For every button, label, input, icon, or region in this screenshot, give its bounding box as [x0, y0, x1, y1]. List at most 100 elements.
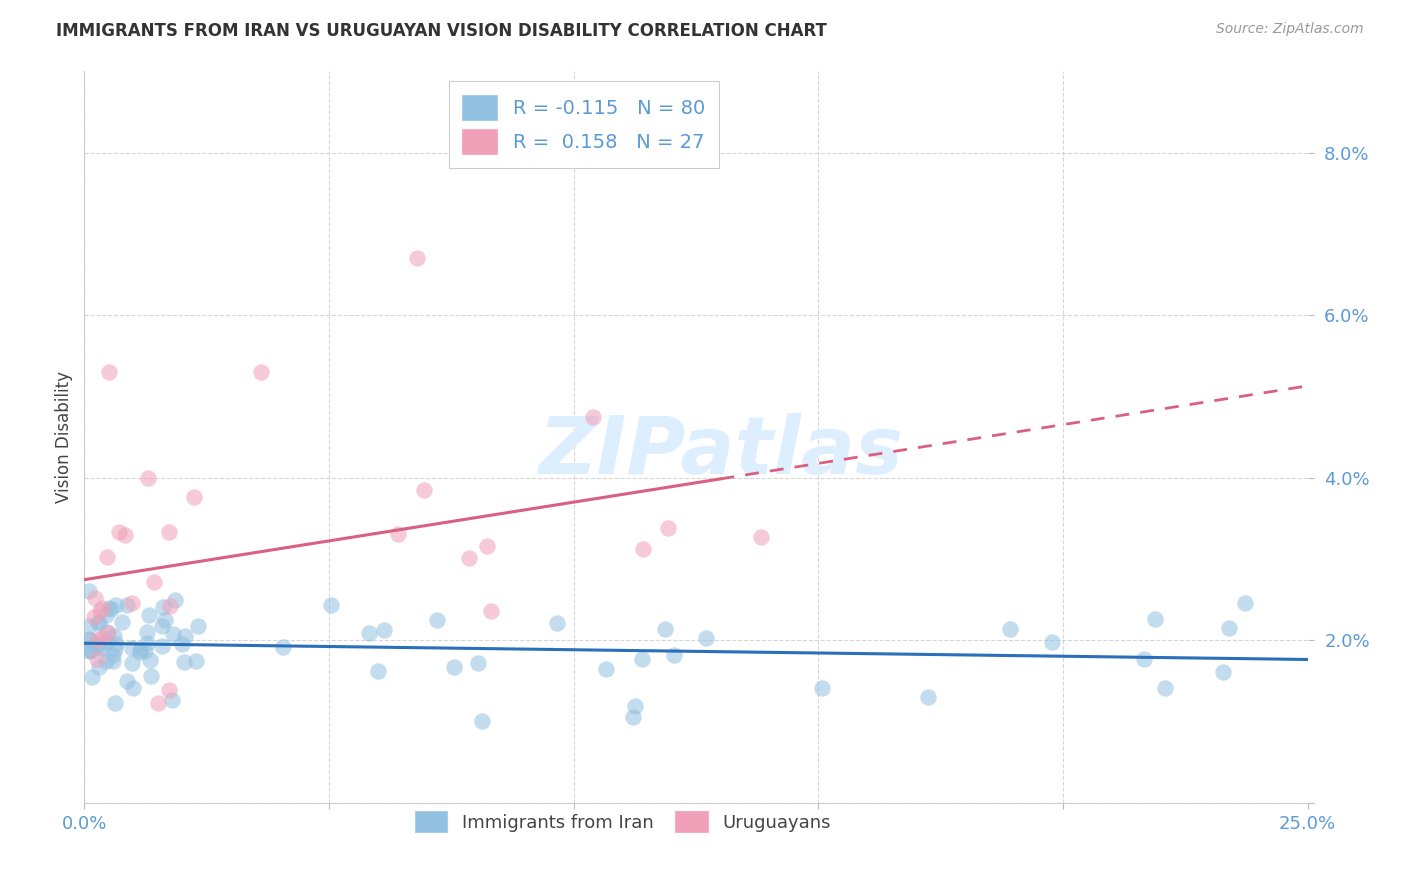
Point: [426, 613, 449, 627]
Point: [148, 696, 170, 710]
Point: [1133, 652, 1156, 666]
Point: [1233, 596, 1256, 610]
Point: [811, 681, 834, 695]
Point: [654, 622, 676, 636]
Point: [103, 629, 125, 643]
Point: [631, 541, 654, 556]
Point: [104, 641, 127, 656]
Point: [624, 699, 647, 714]
Point: [86, 652, 108, 666]
Point: [373, 623, 395, 637]
Point: [86, 632, 108, 647]
Point: [121, 681, 143, 696]
Point: [96, 634, 118, 648]
Point: [152, 599, 174, 614]
Point: [1212, 665, 1234, 680]
Point: [159, 599, 181, 613]
Point: [77, 643, 100, 657]
Point: [115, 674, 138, 689]
Point: [77, 619, 100, 633]
Point: [1144, 612, 1167, 626]
Point: [1040, 635, 1063, 649]
Point: [121, 596, 143, 610]
Point: [917, 690, 939, 704]
Point: [97, 601, 120, 615]
Point: [150, 619, 173, 633]
Point: [367, 664, 389, 678]
Point: [143, 574, 166, 589]
Point: [94, 654, 117, 668]
Point: [83, 591, 105, 605]
Point: [162, 627, 184, 641]
Point: [87, 639, 110, 653]
Point: [100, 602, 122, 616]
Point: [582, 410, 605, 425]
Point: [96, 625, 118, 640]
Point: [157, 683, 180, 698]
Point: [387, 527, 409, 541]
Point: [83, 610, 105, 624]
Point: [101, 654, 124, 668]
Point: [129, 645, 152, 659]
Point: [621, 710, 644, 724]
Point: [107, 524, 129, 539]
Point: [471, 714, 494, 728]
Y-axis label: Vision Disability: Vision Disability: [55, 371, 73, 503]
Point: [174, 629, 197, 643]
Point: [595, 662, 617, 676]
Point: [457, 550, 479, 565]
Point: [183, 491, 205, 505]
Point: [695, 631, 717, 645]
Point: [115, 598, 138, 612]
Point: [170, 637, 193, 651]
Point: [406, 252, 429, 266]
Point: [631, 651, 654, 665]
Point: [467, 656, 489, 670]
Point: [77, 644, 100, 658]
Point: [477, 539, 499, 553]
Point: [121, 656, 143, 670]
Point: [141, 669, 163, 683]
Point: [89, 605, 111, 619]
Legend: Immigrants from Iran, Uruguayans: Immigrants from Iran, Uruguayans: [406, 803, 839, 841]
Point: [135, 624, 157, 639]
Point: [546, 615, 568, 630]
Point: [249, 365, 271, 379]
Point: [77, 583, 100, 598]
Point: [173, 655, 195, 669]
Point: [662, 648, 685, 662]
Point: [104, 599, 127, 613]
Point: [77, 632, 100, 646]
Point: [80, 644, 103, 658]
Point: [101, 648, 124, 663]
Point: [138, 608, 160, 623]
Point: [139, 653, 162, 667]
Point: [129, 643, 152, 657]
Point: [91, 641, 114, 656]
Point: [77, 632, 100, 647]
Point: [86, 637, 108, 651]
Text: Source: ZipAtlas.com: Source: ZipAtlas.com: [1216, 22, 1364, 37]
Point: [91, 631, 114, 645]
Point: [150, 639, 173, 653]
Point: [443, 660, 465, 674]
Point: [134, 644, 156, 658]
Point: [271, 640, 294, 655]
Point: [82, 669, 104, 683]
Point: [657, 521, 679, 535]
Point: [998, 622, 1021, 636]
Point: [184, 654, 207, 668]
Point: [91, 600, 114, 615]
Point: [136, 636, 159, 650]
Point: [321, 598, 343, 612]
Point: [187, 619, 209, 633]
Point: [97, 626, 120, 640]
Point: [160, 693, 183, 707]
Point: [105, 637, 128, 651]
Point: [87, 660, 110, 674]
Point: [111, 615, 134, 629]
Point: [1154, 681, 1177, 695]
Point: [1218, 621, 1240, 635]
Point: [136, 471, 159, 485]
Point: [104, 697, 127, 711]
